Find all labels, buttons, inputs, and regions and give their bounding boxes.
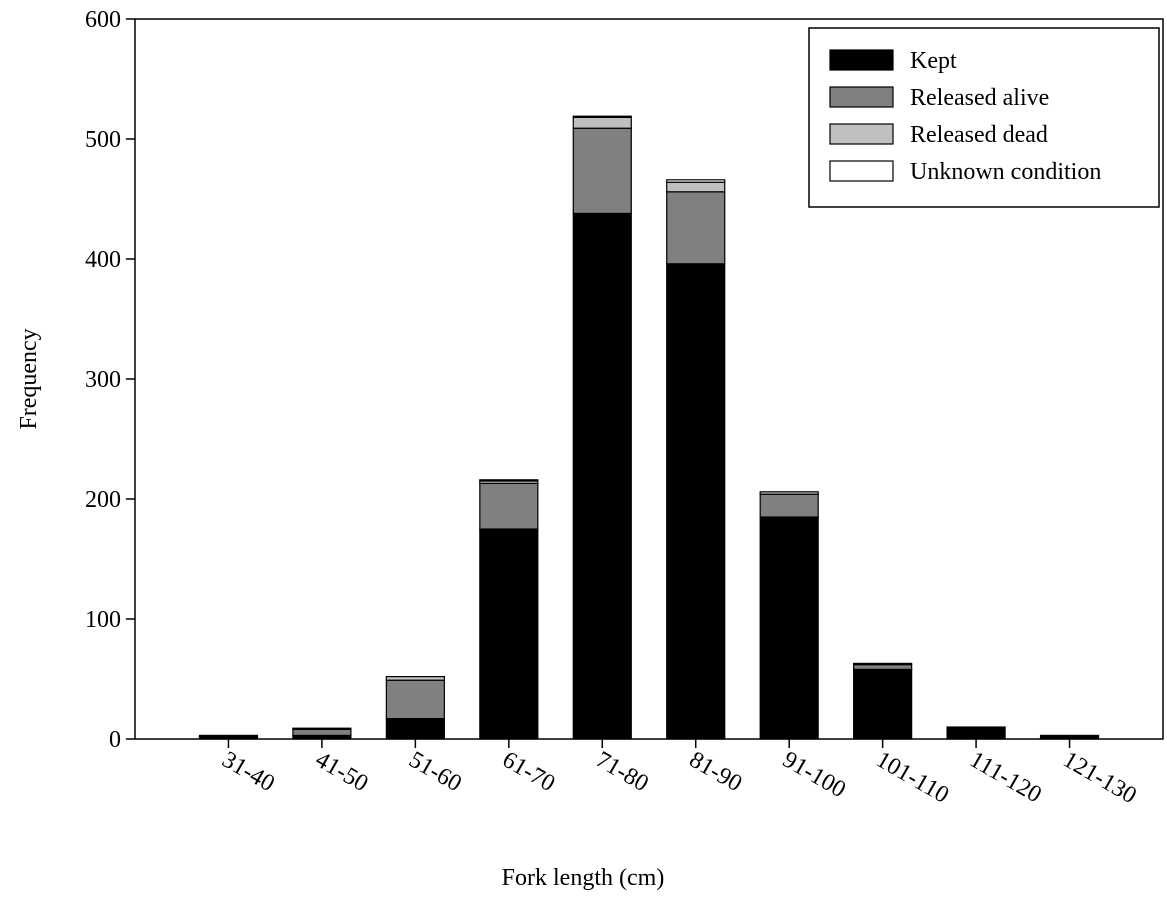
y-axis-label: Frequency — [16, 328, 42, 429]
bar-segment — [666, 181, 726, 193]
bar-segment — [853, 663, 913, 670]
bar-segment — [759, 493, 819, 518]
bar-segment — [853, 668, 913, 740]
bar-segment — [479, 479, 539, 482]
bar-segment — [946, 727, 1006, 740]
legend-label: Kept — [910, 48, 957, 74]
y-tick-label: 100 — [85, 607, 121, 633]
x-tick-label: 101-110 — [872, 747, 954, 809]
bar-segment — [759, 516, 819, 740]
bar-segment — [572, 212, 632, 740]
bar-segment — [479, 482, 539, 530]
legend: Kept Released alive Released dead Unknown c… — [808, 27, 1160, 208]
bar-segment — [666, 191, 726, 265]
bar-segment — [666, 263, 726, 740]
y-tick-label: 400 — [85, 247, 121, 273]
bar-segment — [198, 734, 259, 738]
bar-segment — [853, 662, 913, 666]
legend-label: Unknown condition — [910, 159, 1101, 185]
y-tick-label: 0 — [109, 727, 121, 753]
x-tick-label: 91-100 — [778, 747, 850, 804]
bar-segment — [292, 727, 352, 731]
y-tick-label: 600 — [85, 7, 121, 33]
x-tick-label: 81-90 — [685, 747, 746, 798]
bar-segment — [292, 728, 352, 737]
legend-swatch — [829, 160, 894, 182]
x-tick-label: 61-70 — [498, 747, 559, 798]
x-tick-label: 111-120 — [965, 747, 1046, 809]
bar-segment — [385, 717, 445, 740]
bar-segment — [572, 127, 632, 214]
y-tick-label: 200 — [85, 487, 121, 513]
plot-frame — [134, 18, 1164, 740]
bar-segment — [572, 115, 632, 118]
y-tick-label: 500 — [85, 127, 121, 153]
legend-label: Released dead — [910, 122, 1048, 148]
legend-swatch — [829, 86, 894, 108]
bar-segment — [666, 179, 726, 183]
bar-segment — [759, 491, 819, 495]
x-tick-label: 51-60 — [404, 747, 465, 798]
x-tick-label: 121-130 — [1059, 747, 1141, 810]
legend-label: Released alive — [910, 85, 1049, 111]
x-tick-label: 71-80 — [591, 747, 652, 798]
y-tick-label: 300 — [85, 367, 121, 393]
legend-swatch — [829, 49, 894, 71]
bar-segment — [385, 679, 445, 720]
x-axis-label: Fork length (cm) — [502, 865, 665, 891]
bar-segment — [385, 675, 445, 681]
bar-segment — [946, 726, 1006, 729]
legend-swatch — [829, 123, 894, 145]
x-tick-label: 41-50 — [311, 747, 372, 798]
bar-segment — [572, 116, 632, 129]
x-tick-label: 31-40 — [217, 747, 278, 798]
bar-segment — [479, 528, 539, 740]
